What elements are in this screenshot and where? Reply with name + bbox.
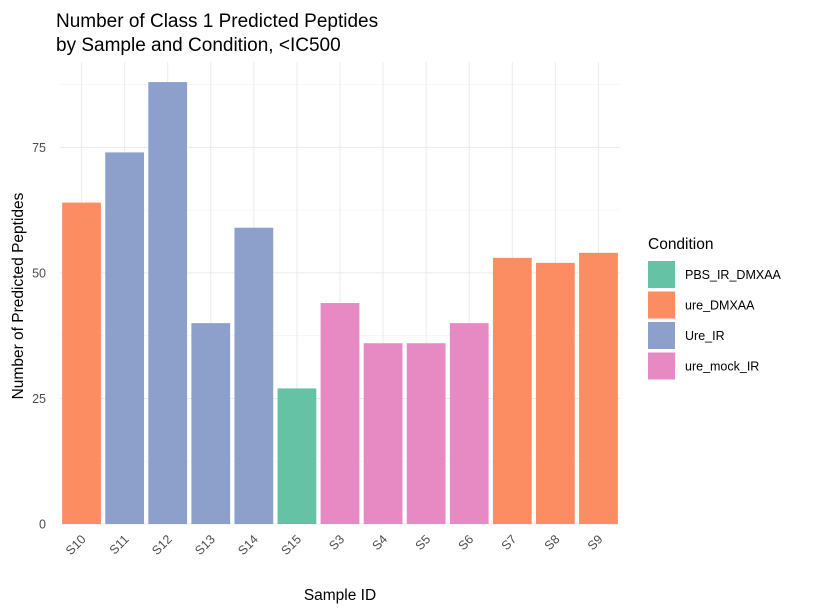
bar-S12 [148,82,188,524]
legend-swatch [648,322,675,349]
y-tick-label: 0 [39,518,46,532]
bar-S6 [449,323,489,524]
bar-S13 [191,323,231,524]
bar-S14 [234,227,274,524]
bar-S5 [406,343,446,524]
x-tick-label: S13 [192,532,218,558]
x-axis-ticks: S10 S11 S12 S13 S14 S15 S3 S4 S5 S6 S7 S8 S9 [63,532,606,558]
chart-title-line-2: by Sample and Condition, <IC500 [56,35,341,56]
bars [62,82,618,525]
x-tick-label: S9 [585,532,606,553]
y-axis-title: Number of Predicted Peptides [10,192,27,399]
x-tick-label: S7 [499,532,520,553]
bar-S9 [579,252,618,524]
x-tick-label: S10 [63,532,89,558]
legend-swatch [648,352,675,380]
x-tick-label: S11 [107,532,132,557]
x-tick-label: S5 [413,532,434,553]
legend-label: ure_DMXAA [685,299,755,313]
y-axis-ticks: 0 25 50 75 [32,141,46,532]
bar-S15 [277,388,317,524]
chart-title: Number of Class 1 Predicted Peptides by … [56,11,378,56]
bar-S4 [363,343,403,524]
bar-S8 [536,262,575,524]
legend-label: PBS_IR_DMXAA [685,268,782,282]
legend-title: Condition [648,236,714,253]
x-tick-label: S6 [456,532,477,553]
bar-S7 [492,257,532,524]
y-tick-label: 25 [32,392,46,406]
bar-S11 [105,152,144,525]
legend: Condition PBS_IR_DMXAA ure_DMXAA Ure_IRure… [648,236,782,380]
chart-title-line-1: Number of Class 1 Predicted Peptides [56,11,378,32]
legend-label: Ure_IR [685,329,725,343]
x-axis-title: Sample ID [304,587,376,604]
y-tick-label: 75 [32,141,46,155]
legend-swatch [648,291,675,319]
bar-S10 [62,202,101,524]
legend-label: ure_mock_IR [685,360,759,374]
bar-S3 [320,303,360,524]
x-tick-label: S15 [278,532,304,558]
x-tick-label: S8 [542,532,563,553]
x-tick-label: S12 [149,532,175,558]
legend-swatch [648,261,675,288]
x-tick-label: S4 [369,532,390,553]
x-tick-label: S14 [235,532,261,558]
x-tick-label: S3 [326,532,347,553]
y-tick-label: 50 [32,266,46,280]
